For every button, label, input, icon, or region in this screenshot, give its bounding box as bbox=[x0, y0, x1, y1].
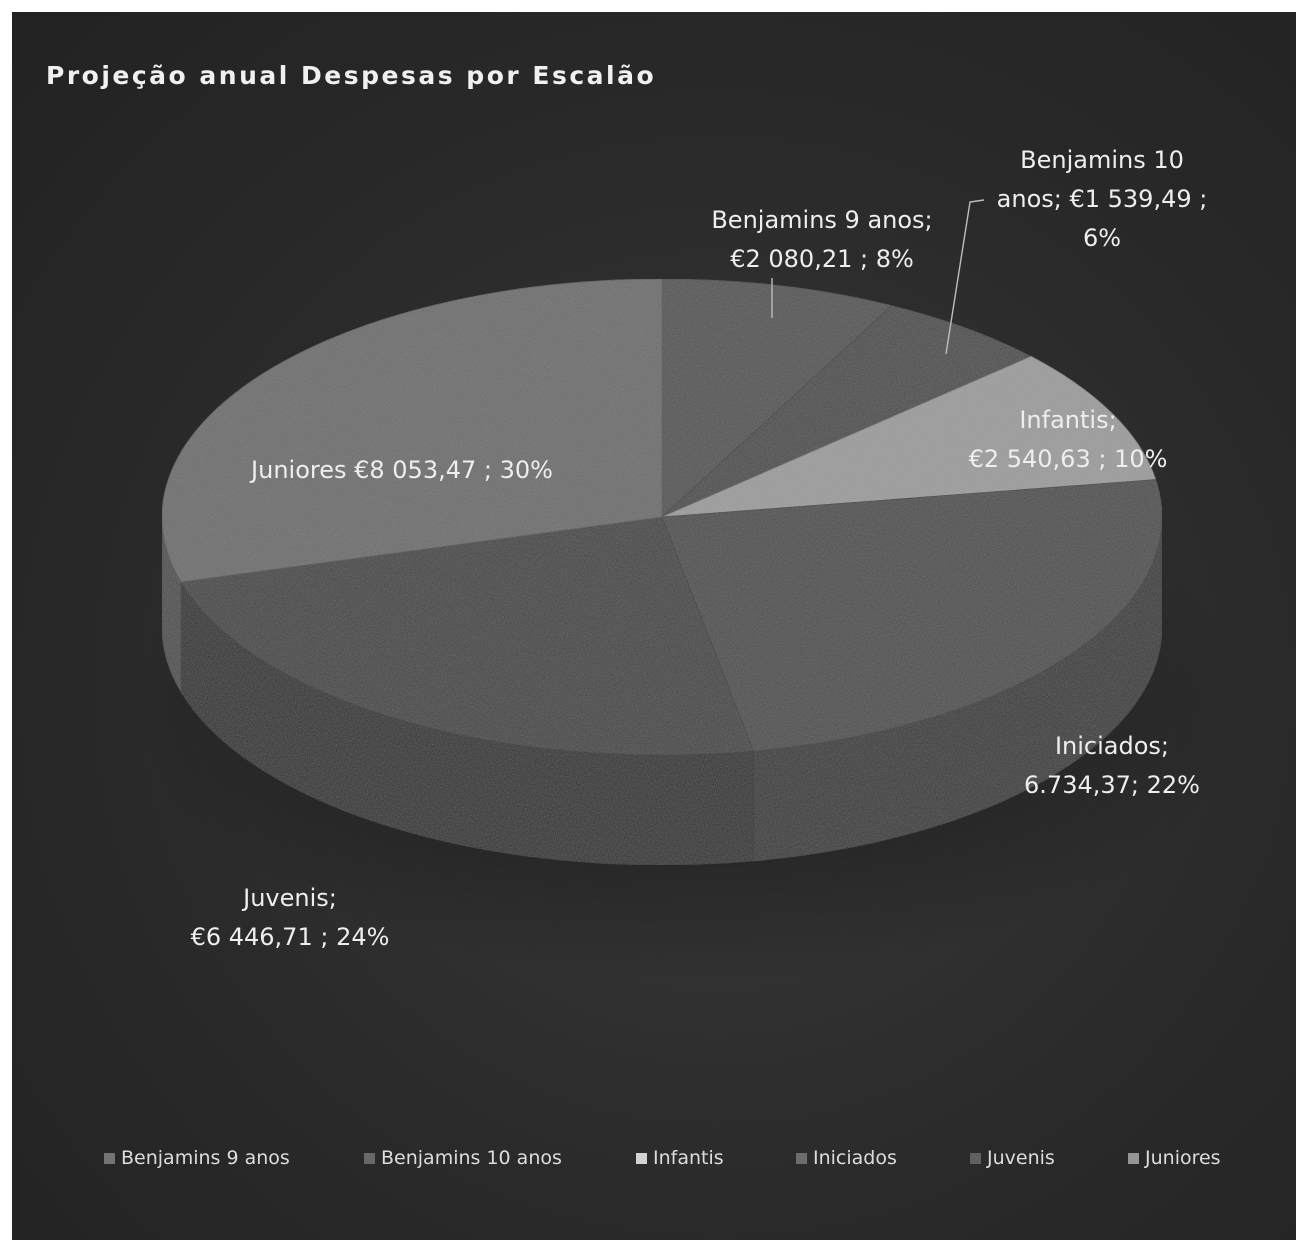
legend-swatch-infantis bbox=[636, 1153, 647, 1164]
data-label-benjamins-9-anos: Benjamins 9 anos; €2 080,21 ; 8% bbox=[711, 206, 932, 273]
data-label-juniores: Juniores €8 053,47 ; 30% bbox=[249, 456, 553, 484]
pie-slice-benjamins-10-anos bbox=[661, 305, 1032, 518]
legend-item-juniores: Juniores bbox=[1128, 1147, 1221, 1169]
data-label-benjamins-10-anos: Benjamins 10 anos; €1 539,49 ; 6% bbox=[997, 146, 1208, 252]
pie-chart: Benjamins 9 anos; €2 080,21 ; 8% Benjamins… bbox=[46, 61, 1252, 1169]
legend-label-infantis: Infantis bbox=[653, 1147, 724, 1169]
pie-tops bbox=[161, 278, 1163, 756]
pie-slice-benjamins-9-anos bbox=[661, 278, 893, 518]
legend-swatch-iniciados bbox=[796, 1153, 807, 1164]
legend-item-infantis: Infantis bbox=[636, 1147, 724, 1169]
legend-item-iniciados: Iniciados bbox=[796, 1147, 897, 1169]
legend-label-juniores: Juniores bbox=[1144, 1147, 1221, 1169]
data-label-juvenis: Juvenis; €6 446,71 ; 24% bbox=[191, 884, 390, 951]
legend-item-benjamins-9-anos: Benjamins 9 anos bbox=[104, 1147, 290, 1169]
legend-swatch-juvenis bbox=[970, 1153, 981, 1164]
data-label-infantis: Infantis; €2 540,63 ; 10% bbox=[969, 406, 1168, 473]
legend-label-juvenis: Juvenis bbox=[986, 1147, 1055, 1169]
leader-line-benjamins-10-anos bbox=[945, 199, 985, 355]
legend-swatch-benjamins-10-anos bbox=[364, 1153, 375, 1164]
pie-slice-infantis bbox=[661, 355, 1157, 518]
data-label-iniciados: Iniciados; 6.734,37; 22% bbox=[1024, 732, 1200, 799]
legend-swatch-benjamins-9-anos bbox=[104, 1153, 115, 1164]
data-labels: Benjamins 9 anos; €2 080,21 ; 8% Benjamins… bbox=[191, 146, 1208, 951]
legend-item-juvenis: Juvenis bbox=[970, 1147, 1055, 1169]
leader-lines bbox=[771, 199, 985, 355]
pie-slice-iniciados bbox=[661, 479, 1163, 752]
legend-item-benjamins-10-anos: Benjamins 10 anos bbox=[364, 1147, 562, 1169]
chart-panel: Benjamins 9 anos; €2 080,21 ; 8% Benjamins… bbox=[12, 12, 1296, 1240]
pie-slice-juvenis bbox=[180, 516, 755, 756]
legend: Benjamins 9 anos Benjamins 10 anos Infanti… bbox=[104, 1147, 1221, 1169]
chart-title: Projeção anual Despesas por Escalão bbox=[46, 61, 656, 90]
legend-swatch-juniores bbox=[1128, 1153, 1139, 1164]
pie-slice-juniores bbox=[161, 278, 663, 583]
legend-label-benjamins-10-anos: Benjamins 10 anos bbox=[381, 1147, 562, 1169]
legend-label-iniciados: Iniciados bbox=[813, 1147, 897, 1169]
legend-label-benjamins-9-anos: Benjamins 9 anos bbox=[121, 1147, 290, 1169]
